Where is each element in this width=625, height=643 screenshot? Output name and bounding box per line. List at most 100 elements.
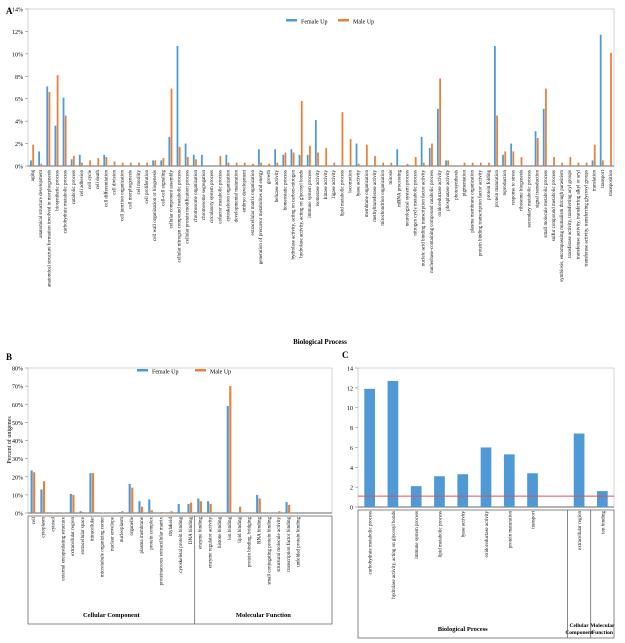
a-bar-male <box>447 160 450 166</box>
a-category-label: mRNA processing <box>397 170 402 207</box>
b-category-label: ion binding <box>228 517 233 540</box>
b-group-label: Cellular Component <box>83 612 141 619</box>
b-bar-female <box>89 473 92 514</box>
b-bar-female <box>69 493 72 513</box>
a-bar-male <box>105 157 108 166</box>
a-bar-male <box>48 91 51 166</box>
b-bar-male <box>52 512 55 513</box>
a-category-label: oxidoreductase activity <box>438 170 443 217</box>
a-y-tick-label: 2% <box>15 142 23 148</box>
b-bar-female <box>207 501 210 513</box>
a-bar-male <box>601 160 604 166</box>
a-bar-female <box>257 149 260 166</box>
a-category-label: phosphatase activity <box>446 170 451 211</box>
c-y-tick-label: 2 <box>350 486 353 492</box>
a-bar-male <box>536 137 539 166</box>
a-category-label: protein binding transcription factor act… <box>479 170 484 257</box>
b-legend-swatch <box>195 369 206 372</box>
a-bar-male <box>406 163 409 166</box>
a-category-label: anatomical structure development <box>39 169 44 237</box>
b-category-label: plasma membrane <box>140 516 145 553</box>
a-bar-male <box>162 158 165 166</box>
a-bar-female <box>54 125 57 166</box>
b-bar-male <box>91 473 95 514</box>
a-category-label: cell-cell signaling <box>161 170 166 206</box>
a-category-label: hydrolase activity, acting on carbon-nit… <box>292 170 297 260</box>
a-category-label: aging <box>31 170 36 182</box>
b-category-label: protein binding, bridging <box>248 517 253 568</box>
b-bar-male <box>33 472 36 513</box>
a-category-label: carbohydrate metabolic process <box>64 170 69 233</box>
b-category-label: proteinaceous extracellular matrix <box>159 517 164 586</box>
c-category-label: extracellular region <box>578 511 583 551</box>
b-category-label: transcription factor binding <box>287 517 292 572</box>
a-bar-female <box>534 131 537 166</box>
b-bar-male <box>140 506 144 513</box>
b-bar-female <box>226 406 229 513</box>
c-category-label: transport <box>532 510 537 528</box>
a-bar-male <box>40 163 43 166</box>
b-category-label: structural molecule activity <box>277 517 282 572</box>
b-bar-male <box>131 487 134 514</box>
a-category-label: anatomical structure formation involved … <box>47 170 52 287</box>
a-category-label: secondary metabolic process <box>528 170 533 228</box>
a-bar-female <box>428 148 431 166</box>
a-bar-female <box>437 108 439 166</box>
b-bar-male <box>229 386 232 514</box>
a-y-tick-label: 4% <box>15 120 23 126</box>
a-bar-male <box>561 162 564 166</box>
a-bar-male <box>439 78 441 166</box>
b-bar-male <box>82 512 85 513</box>
a-category-label: methyltransferase activity <box>373 170 378 222</box>
a-category-label: cell wall organization or biogenesis <box>153 170 158 241</box>
b-bar-male <box>72 494 75 514</box>
a-plot-frame <box>27 8 615 167</box>
a-bar-female <box>290 149 293 166</box>
b-category-label: extracellular region <box>71 517 76 557</box>
b-category-label: cell <box>32 516 37 524</box>
a-category-label: extracellular matrix organization <box>251 170 256 236</box>
c-y-tick-label: 4 <box>350 466 353 472</box>
a-category-label: kinase activity <box>324 170 329 200</box>
a-category-label: cell motility <box>137 170 142 195</box>
a-bar-male <box>121 162 124 166</box>
a-category-label: cofactor metabolic process <box>218 170 223 224</box>
b-bar-female <box>256 494 259 514</box>
b-y-tick-label: 70% <box>12 385 23 391</box>
a-bar-male <box>252 163 254 166</box>
b-group-label: Molecular Function <box>236 612 291 619</box>
a-category-label: cell adhesion <box>80 170 85 197</box>
b-category-label: lipid binding <box>238 517 243 543</box>
b-bar-female <box>128 484 131 513</box>
a-legend-swatch <box>338 19 349 22</box>
a-category-label: biosynthetic process <box>55 170 60 211</box>
a-bar-male <box>292 152 295 166</box>
a-bar-male <box>569 157 572 166</box>
a-category-label: growth <box>267 170 272 185</box>
a-bar-male <box>365 144 368 166</box>
a-bar-male <box>56 75 59 166</box>
b-category-label: microtubule organizing center <box>101 517 106 577</box>
b-group-box <box>27 515 333 625</box>
a-bar-male <box>219 155 222 166</box>
a-bar-female <box>298 154 301 166</box>
a-bar-male <box>235 162 238 166</box>
a-bar-male <box>382 162 385 166</box>
c-bar <box>364 388 375 507</box>
a-bar-male <box>300 100 303 166</box>
b-category-label: intracellular <box>91 517 96 541</box>
a-category-label: nucleobase-containing compound catabolic… <box>430 170 435 273</box>
a-bar-female <box>225 154 228 166</box>
a-bar-female <box>184 143 187 166</box>
b-y-axis-title: Percent of unigenes <box>6 416 13 464</box>
b-y-tick-label: 30% <box>12 457 23 463</box>
a-bar-male <box>138 162 140 166</box>
b-y-tick-label: 0% <box>15 512 23 518</box>
b-category-label: nuclear envelope <box>110 516 115 551</box>
b-legend-label: Female Up <box>152 370 179 376</box>
b-bar-female <box>79 511 82 513</box>
a-category-label: generation of precursor metabolites and … <box>259 170 264 265</box>
a-bar-male <box>553 157 555 166</box>
b-bar-male <box>170 511 173 513</box>
a-category-label: translation <box>593 170 598 192</box>
